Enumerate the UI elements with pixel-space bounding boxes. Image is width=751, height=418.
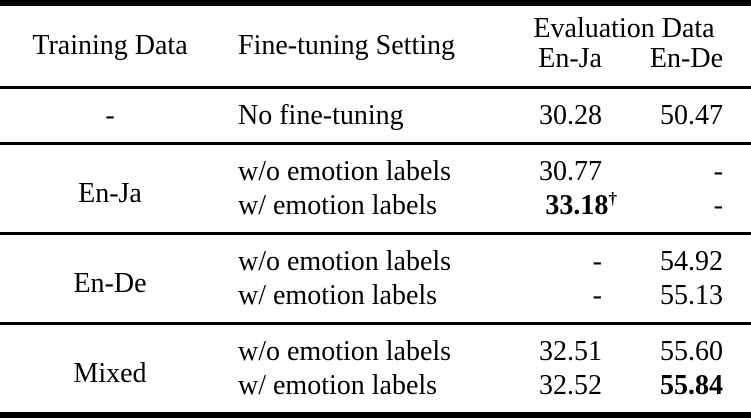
en-ja-value-best: 33.18†	[497, 189, 617, 234]
header-training-data: Training Data	[32, 30, 188, 61]
group-en-ja: En-Ja w/o emotion labels 30.77 - w/ emot…	[0, 143, 751, 234]
en-de-value: 55.60	[660, 336, 723, 367]
en-ja-value: -	[592, 246, 602, 277]
table-row: w/ emotion labels 32.52 55.84	[0, 369, 751, 416]
en-ja-best-number: 33.18	[545, 190, 609, 221]
en-de-value: 55.13	[660, 280, 723, 311]
table-row: - No fine-tuning 30.28 50.47	[0, 88, 751, 144]
setting-cell: w/o emotion labels	[238, 246, 452, 277]
setting-cell: w/o emotion labels	[238, 336, 452, 367]
setting-cell: w/ emotion labels	[238, 280, 438, 311]
header-en-de: En-De	[649, 43, 723, 74]
en-ja-value: 30.77	[539, 156, 602, 187]
en-ja-value: 32.51	[539, 336, 602, 367]
en-ja-value: 32.52	[539, 370, 602, 401]
en-de-value-best: 55.84	[660, 370, 723, 401]
header-en-ja: En-Ja	[538, 43, 602, 74]
table-row: Mixed w/o emotion labels 32.51 55.60	[0, 324, 751, 389]
en-de-value: 54.92	[660, 246, 723, 277]
training-data-cell: Mixed	[73, 357, 147, 389]
training-data-cell: -	[105, 100, 115, 131]
setting-cell: w/ emotion labels	[238, 190, 438, 221]
table-row: w/ emotion labels 33.18† -	[0, 189, 751, 234]
en-de-value: -	[713, 156, 723, 187]
header-fine-tuning-setting: Fine-tuning Setting	[238, 30, 455, 61]
table-row: En-De w/o emotion labels - 54.92	[0, 234, 751, 299]
group-no-finetuning: - No fine-tuning 30.28 50.47	[0, 87, 751, 144]
training-data-cell: En-De	[73, 267, 147, 299]
en-ja-value: 30.28	[539, 100, 602, 131]
group-mixed: Mixed w/o emotion labels 32.51 55.60 w/ …	[0, 323, 751, 416]
en-de-value: 50.47	[660, 100, 723, 131]
table-row: w/ emotion labels - 55.13	[0, 279, 751, 324]
setting-cell: w/o emotion labels	[238, 156, 452, 187]
en-de-value: -	[713, 190, 723, 221]
training-data-cell: En-Ja	[78, 177, 142, 209]
dagger-marker: †	[608, 188, 617, 208]
en-ja-value: -	[592, 280, 602, 311]
setting-cell: w/ emotion labels	[238, 370, 438, 401]
group-en-de: En-De w/o emotion labels - 54.92 w/ emot…	[0, 233, 751, 324]
table-header: Training Data Fine-tuning Setting Evalua…	[0, 3, 751, 88]
table-row: En-Ja w/o emotion labels 30.77 -	[0, 144, 751, 209]
setting-cell: No fine-tuning	[238, 100, 404, 131]
header-evaluation-data: Evaluation Data	[533, 13, 715, 44]
